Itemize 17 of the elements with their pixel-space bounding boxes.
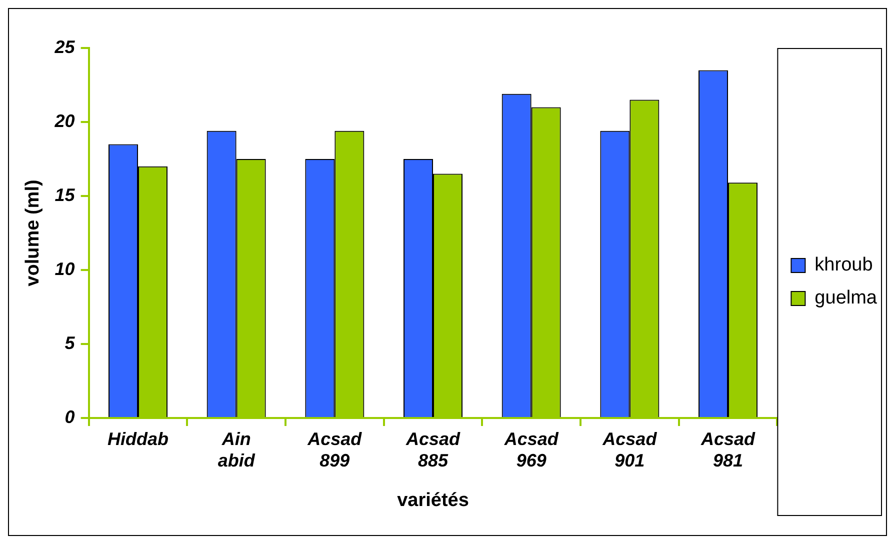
y-tick-label: 25: [54, 36, 76, 57]
y-tick-label: 20: [54, 110, 75, 131]
x-tick-label: Acsad 981: [700, 428, 756, 470]
legend-label: khroub: [814, 254, 873, 276]
y-tick-label: 15: [54, 184, 76, 205]
y-tick-label: 5: [64, 332, 76, 353]
x-axis-title: variétés: [397, 490, 469, 511]
x-tick-label: Ain abid: [218, 428, 256, 470]
x-tick-label: Acsad 899: [306, 428, 363, 470]
y-tick-label: 10: [54, 258, 75, 279]
x-tick-label: Acsad 901: [602, 428, 658, 470]
y-tick-label: 0: [64, 406, 75, 427]
x-tick-label: Acsad 969: [503, 428, 560, 470]
x-tick-label: Hiddab: [107, 428, 168, 449]
y-axis-title: volume (ml): [22, 180, 44, 286]
x-tick-label: Acsad 885: [404, 428, 462, 470]
legend-label: guelma: [814, 288, 878, 309]
